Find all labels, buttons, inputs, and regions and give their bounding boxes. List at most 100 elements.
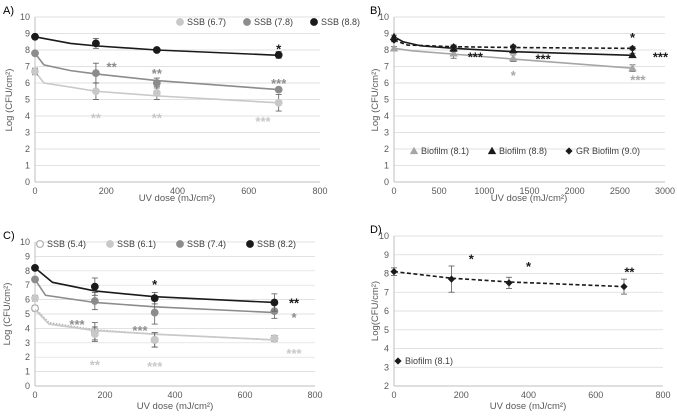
panel-b-data-point — [509, 43, 517, 51]
panel-d-legend-marker — [394, 357, 402, 365]
panel-c-y-tick-label: 3 — [25, 338, 30, 348]
panel-a-legend-marker — [310, 18, 318, 26]
panel-a-y-tick-label: 4 — [25, 111, 30, 121]
panel-b-y-tick-label: 0 — [384, 177, 389, 187]
panel-c-significance-mark: *** — [132, 323, 148, 338]
panel-c-significance-mark: * — [291, 310, 297, 325]
panel-c-y-tick-label: 5 — [25, 309, 30, 319]
panel-a-y-tick-label: 8 — [25, 45, 30, 55]
panel-a-significance-mark: *** — [255, 114, 271, 129]
panel-a-series-1 — [31, 18, 283, 94]
panel-d-data-point — [620, 283, 628, 291]
panel-b-legend-text: GR Biofilm (9.0) — [576, 146, 640, 156]
panel-c-significance-mark: *** — [147, 359, 163, 374]
panel-a-significance-mark: ** — [152, 66, 163, 81]
panel-d-y-tick-label: 10 — [379, 231, 389, 241]
panel-b-legend-text: Biofilm (8.1) — [421, 146, 469, 156]
panel-d-y-tick-label: 9 — [384, 250, 389, 260]
panel-a-series-2 — [31, 18, 318, 59]
panel-a-legend-marker — [243, 18, 251, 26]
panel-b-series-2 — [390, 36, 637, 155]
panel-a-data-point — [152, 79, 161, 87]
panel-c-data-point — [30, 304, 40, 313]
panel-a-data-point — [274, 51, 283, 59]
panel-a-data-point — [31, 49, 39, 58]
panel-c-x-tick-label: 800 — [307, 390, 322, 400]
panel-d-significance-mark: ** — [624, 265, 635, 280]
panel-d-legend-text: Biofilm (8.1) — [405, 356, 453, 366]
panel-c-data-point — [150, 336, 159, 344]
panel-c-x-tick-label: 600 — [237, 390, 252, 400]
panel-c-x-axis-label: UV dose (mJ/cm²) — [137, 401, 214, 412]
panel-a-x-axis-label: UV dose (mJ/cm²) — [139, 193, 216, 204]
panel-c-data-point — [31, 294, 39, 303]
panel-b-y-tick-label: 2 — [384, 144, 389, 154]
panel-c-significance-mark: * — [152, 277, 158, 292]
panel-b-fit-line — [393, 36, 633, 57]
panel-b-y-tick-label: 6 — [384, 78, 389, 88]
panel-a-significance-mark: * — [276, 41, 282, 56]
panel-c-y-tick-label: 7 — [25, 280, 30, 290]
panel-a-y-axis-label: Log (CFU/cm²) — [4, 69, 15, 132]
panel-a-data-point — [31, 67, 39, 76]
panel-c-data-point — [31, 264, 39, 272]
panel-a-legend-text: SSB (8.8) — [321, 17, 360, 27]
panel-b-x-tick-label: 0 — [391, 186, 396, 196]
panel-a-significance-mark: ** — [91, 111, 102, 126]
panel-c-data-point — [270, 334, 279, 343]
panel-d-significance-mark: * — [469, 252, 475, 267]
panel-c-significance-mark: ** — [90, 357, 101, 372]
panel-d-y-tick-label: 4 — [384, 344, 389, 354]
panel-a-data-point — [92, 39, 100, 48]
panel-a-x-tick-label: 200 — [99, 186, 114, 196]
panel-b-legend-marker — [487, 146, 497, 155]
panel-b-x-axis-label: UV dose (mJ/cm²) — [491, 193, 568, 204]
panel-b-data-point — [509, 54, 518, 62]
panel-b-y-tick-label: 3 — [384, 128, 389, 138]
panel-a-x-tick-label: 0 — [32, 186, 37, 196]
panel-b-x-tick-label: 500 — [432, 186, 447, 196]
panel-b-y-tick-label: 10 — [379, 12, 389, 22]
panel-c-significance-mark: ** — [289, 295, 300, 310]
panel-d-data-point — [447, 275, 456, 283]
panel-b-legend-marker — [409, 146, 419, 155]
panel-a-y-tick-label: 10 — [20, 12, 30, 22]
panel-a-legend-text: SSB (7.8) — [254, 17, 293, 27]
panel-b-x-tick-label: 3000 — [655, 186, 675, 196]
panel-a-y-tick-label: 6 — [25, 78, 30, 88]
panel-c-y-tick-label: 1 — [25, 367, 30, 377]
panel-a-data-point — [92, 69, 100, 77]
panel-d-x-tick-label: 800 — [655, 390, 670, 400]
panel-c-data-point — [90, 282, 99, 291]
panel-b-y-tick-label: 1 — [384, 161, 389, 171]
panel-d-y-tick-label: 3 — [384, 362, 389, 372]
panel-d-y-tick-label: 6 — [384, 306, 389, 316]
panel-a-x-tick-label: 800 — [312, 186, 327, 196]
panel-c-x-tick-label: 200 — [97, 390, 112, 400]
panel-a-label: A) — [3, 5, 14, 17]
panel-d-significance-mark: * — [526, 259, 532, 274]
panel-a-y-tick-label: 7 — [25, 62, 30, 72]
panel-b-x-tick-label: 2000 — [565, 186, 585, 196]
panel-d-y-tick-label: 7 — [384, 287, 389, 297]
panel-b-data-point — [389, 44, 399, 52]
panel-b-legend-text: Biofilm (8.8) — [499, 146, 547, 156]
panel-a-x-tick-label: 600 — [241, 186, 256, 196]
panel-a-data-point — [152, 46, 161, 54]
panel-d-y-tick-label: 5 — [384, 325, 389, 335]
panel-a-fit-line — [34, 70, 279, 104]
panel-b-data-point — [390, 36, 398, 44]
panel-b-data-point — [450, 43, 458, 51]
panel-a-fit-line — [34, 52, 279, 91]
panel-c-x-tick-label: 0 — [32, 390, 37, 400]
panel-b-significance-mark: * — [511, 68, 517, 83]
panel-b-series-1 — [389, 32, 637, 155]
panel-d-y-axis-label: Log(CFU/cm²) — [370, 281, 381, 341]
panel-c-series-3 — [31, 240, 279, 312]
panel-c-legend-text: SSB (5.4) — [47, 239, 86, 249]
panel-c-data-point — [270, 298, 279, 307]
panel-b-y-tick-label: 4 — [384, 111, 389, 121]
panel-c-significance-mark: *** — [286, 346, 302, 361]
panel-d-x-axis-label: UV dose (mJ/cm²) — [490, 401, 567, 412]
